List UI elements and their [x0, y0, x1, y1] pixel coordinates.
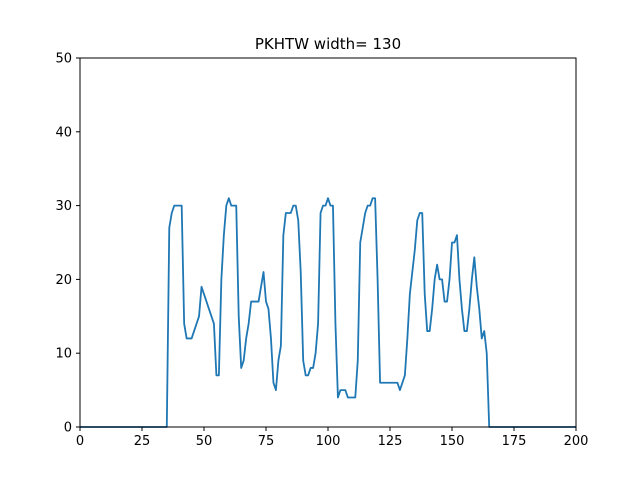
x-tick-label: 25 [134, 434, 151, 449]
plot-area [80, 197, 576, 428]
x-tick-label: 200 [564, 434, 589, 449]
y-tick-label: 10 [55, 347, 72, 362]
x-tick-label: 50 [196, 434, 213, 449]
y-tick-label: 30 [55, 199, 72, 214]
x-tick-label: 125 [378, 434, 403, 449]
y-tick-label: 50 [55, 52, 72, 67]
x-tick-label: 0 [76, 434, 84, 449]
x-axis: 0 25 50 75 100 125 150 175 200 [76, 427, 589, 449]
y-tick-label: 40 [55, 125, 72, 140]
axes-frame [79, 57, 577, 428]
y-axis: 0 10 20 30 40 50 [55, 52, 80, 436]
x-tick-label: 150 [440, 434, 465, 449]
y-tick-label: 0 [64, 421, 72, 436]
x-tick-label: 175 [502, 434, 527, 449]
chart-title: PKHTW width= 130 [255, 35, 401, 53]
x-tick-label: 100 [316, 434, 341, 449]
x-tick-label: 75 [258, 434, 275, 449]
series-line-0 [80, 197, 576, 428]
y-tick-label: 20 [55, 273, 72, 288]
